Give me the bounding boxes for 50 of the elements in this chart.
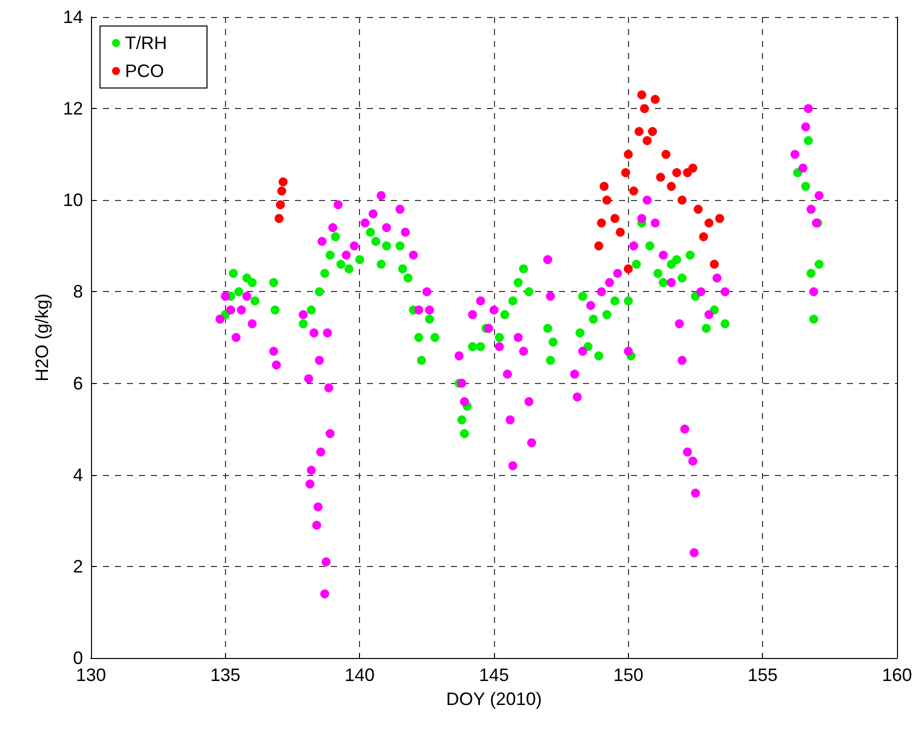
point bbox=[621, 168, 630, 178]
point bbox=[694, 204, 703, 214]
x-tick-label: 150 bbox=[613, 665, 644, 685]
x-axis-title: DOY (2010) bbox=[446, 689, 542, 709]
y-tick-label: 6 bbox=[72, 373, 83, 394]
point bbox=[276, 200, 285, 210]
point bbox=[278, 177, 288, 186]
x-tick-label: 160 bbox=[882, 665, 912, 685]
y-tick-label: 12 bbox=[62, 98, 83, 119]
point bbox=[624, 264, 633, 274]
y-axis-title: H2O (g/kg) bbox=[32, 293, 52, 382]
point bbox=[648, 126, 658, 136]
point bbox=[672, 168, 682, 178]
point bbox=[661, 150, 670, 159]
point bbox=[656, 172, 666, 182]
point bbox=[610, 214, 620, 223]
point bbox=[629, 186, 638, 196]
x-tick-label: 140 bbox=[344, 665, 375, 685]
point bbox=[602, 196, 612, 205]
point bbox=[277, 186, 286, 196]
x-tick-label: 135 bbox=[210, 665, 240, 685]
point bbox=[600, 182, 609, 191]
y-tick-label: 8 bbox=[72, 282, 83, 302]
point bbox=[715, 214, 724, 223]
y-tick-label: 0 bbox=[72, 648, 83, 668]
x-tick-label: 145 bbox=[478, 665, 510, 685]
point bbox=[594, 241, 604, 250]
x-tick-label: 155 bbox=[748, 665, 778, 685]
point bbox=[640, 104, 649, 114]
point bbox=[704, 218, 714, 228]
point bbox=[596, 218, 606, 228]
point bbox=[637, 90, 646, 100]
point bbox=[642, 136, 652, 146]
x-tick-label: 130 bbox=[76, 665, 106, 685]
legend-label: T/RH bbox=[125, 33, 167, 53]
point bbox=[624, 150, 633, 159]
y-tick-label: 14 bbox=[62, 7, 83, 27]
point bbox=[688, 164, 698, 173]
legend-label: PCO bbox=[125, 61, 164, 81]
point bbox=[274, 214, 284, 223]
y-tick-label: 4 bbox=[72, 464, 83, 485]
point bbox=[616, 228, 625, 237]
y-tick-label: 10 bbox=[62, 190, 83, 210]
point bbox=[699, 232, 708, 242]
point bbox=[650, 94, 660, 104]
point bbox=[634, 126, 644, 136]
point bbox=[678, 196, 687, 205]
y-tick-label: 2 bbox=[72, 556, 83, 576]
point bbox=[710, 260, 719, 269]
point bbox=[666, 182, 676, 191]
